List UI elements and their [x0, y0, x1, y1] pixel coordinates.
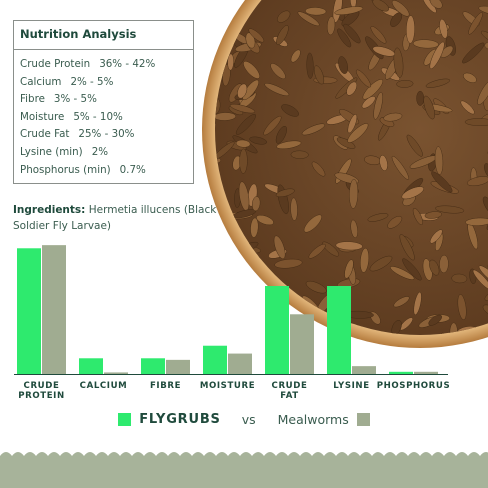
nutrient-value: 36% - 42%: [99, 58, 156, 70]
ingredients: Ingredients: Hermetia illucens (Black So…: [13, 202, 253, 234]
category-label: CRUDE FAT: [271, 381, 308, 401]
nutrition-analysis-box: Nutrition Analysis Crude Protein 36% - 42…: [13, 20, 194, 184]
bar-flygrubs-0: [17, 248, 41, 374]
comparison-bar-chart: [14, 245, 448, 375]
nutrient-value: 2%: [91, 145, 109, 158]
nutrient-value: 0.7%: [119, 163, 146, 176]
nutrient-value: 2% - 5%: [70, 75, 114, 88]
bar-flygrubs-1: [79, 358, 103, 374]
nutrition-row: Phosphorus (min) 0.7%: [20, 162, 193, 180]
legend-label-mealworms: Mealworms: [277, 411, 349, 427]
bar-flygrubs-6: [389, 371, 413, 374]
nutrition-row: Moisture 5% - 10%: [20, 109, 193, 127]
nutrient-name: Moisture: [20, 110, 65, 123]
bar-mealworms-4: [290, 314, 314, 374]
category-label: CALCIUM: [79, 381, 128, 391]
nutrient-name: Calcium: [20, 75, 62, 88]
bar-flygrubs-5: [327, 286, 351, 374]
chart-legend: FLYGRUBS vs Mealworms: [0, 409, 488, 429]
bar-mealworms-6: [414, 371, 438, 374]
bar-flygrubs-4: [265, 286, 289, 374]
decorative-wave-border: [0, 452, 488, 488]
nutrition-row: Lysine (min) 2%: [20, 144, 193, 162]
legend-vs: vs: [241, 411, 256, 427]
bar-mealworms-3: [228, 353, 252, 374]
nutrition-list: Crude Protein 36% - 42% Calcium 2% - 5% Fi…: [14, 50, 193, 179]
nutrition-row: Crude Fat 25% - 30%: [20, 126, 193, 144]
nutrition-row: Fibre 3% - 5%: [20, 91, 193, 109]
legend-label-flygrubs: FLYGRUBS: [139, 411, 221, 427]
legend-swatch-mealworms: [356, 412, 370, 426]
nutrition-row: Calcium 2% - 5%: [20, 74, 193, 92]
bar-mealworms-2: [166, 359, 190, 374]
bar-mealworms-0: [42, 245, 66, 374]
category-label: FIBRE: [149, 381, 182, 391]
nutrient-name: Fibre: [20, 93, 45, 106]
category-label: CRUDE PROTEIN: [18, 381, 65, 401]
nutrient-name: Lysine (min): [20, 145, 83, 158]
nutrition-row: Crude Protein 36% - 42%: [20, 56, 193, 74]
nutrient-value: 5% - 10%: [73, 110, 123, 123]
nutrient-name: Crude Protein: [20, 58, 91, 70]
nutrition-title: Nutrition Analysis: [14, 21, 193, 50]
category-label: PHOSPHORUS: [376, 381, 451, 391]
category-label: MOISTURE: [199, 381, 256, 391]
legend-swatch-flygrubs: [118, 412, 132, 426]
nutrient-name: Crude Fat: [20, 128, 70, 141]
nutrient-value: 3% - 5%: [53, 93, 97, 106]
bar-flygrubs-3: [203, 345, 227, 374]
nutrient-name: Phosphorus (min): [20, 163, 111, 176]
bar-mealworms-5: [352, 366, 376, 374]
bar-flygrubs-2: [141, 358, 165, 374]
nutrient-value: 25% - 30%: [78, 128, 135, 141]
ingredients-text: Hermetia illucens (Black Soldier Fly Lar…: [13, 204, 217, 232]
category-label: LYSINE: [333, 381, 370, 391]
ingredients-label: Ingredients:: [13, 204, 86, 216]
bar-mealworms-1: [104, 372, 128, 374]
